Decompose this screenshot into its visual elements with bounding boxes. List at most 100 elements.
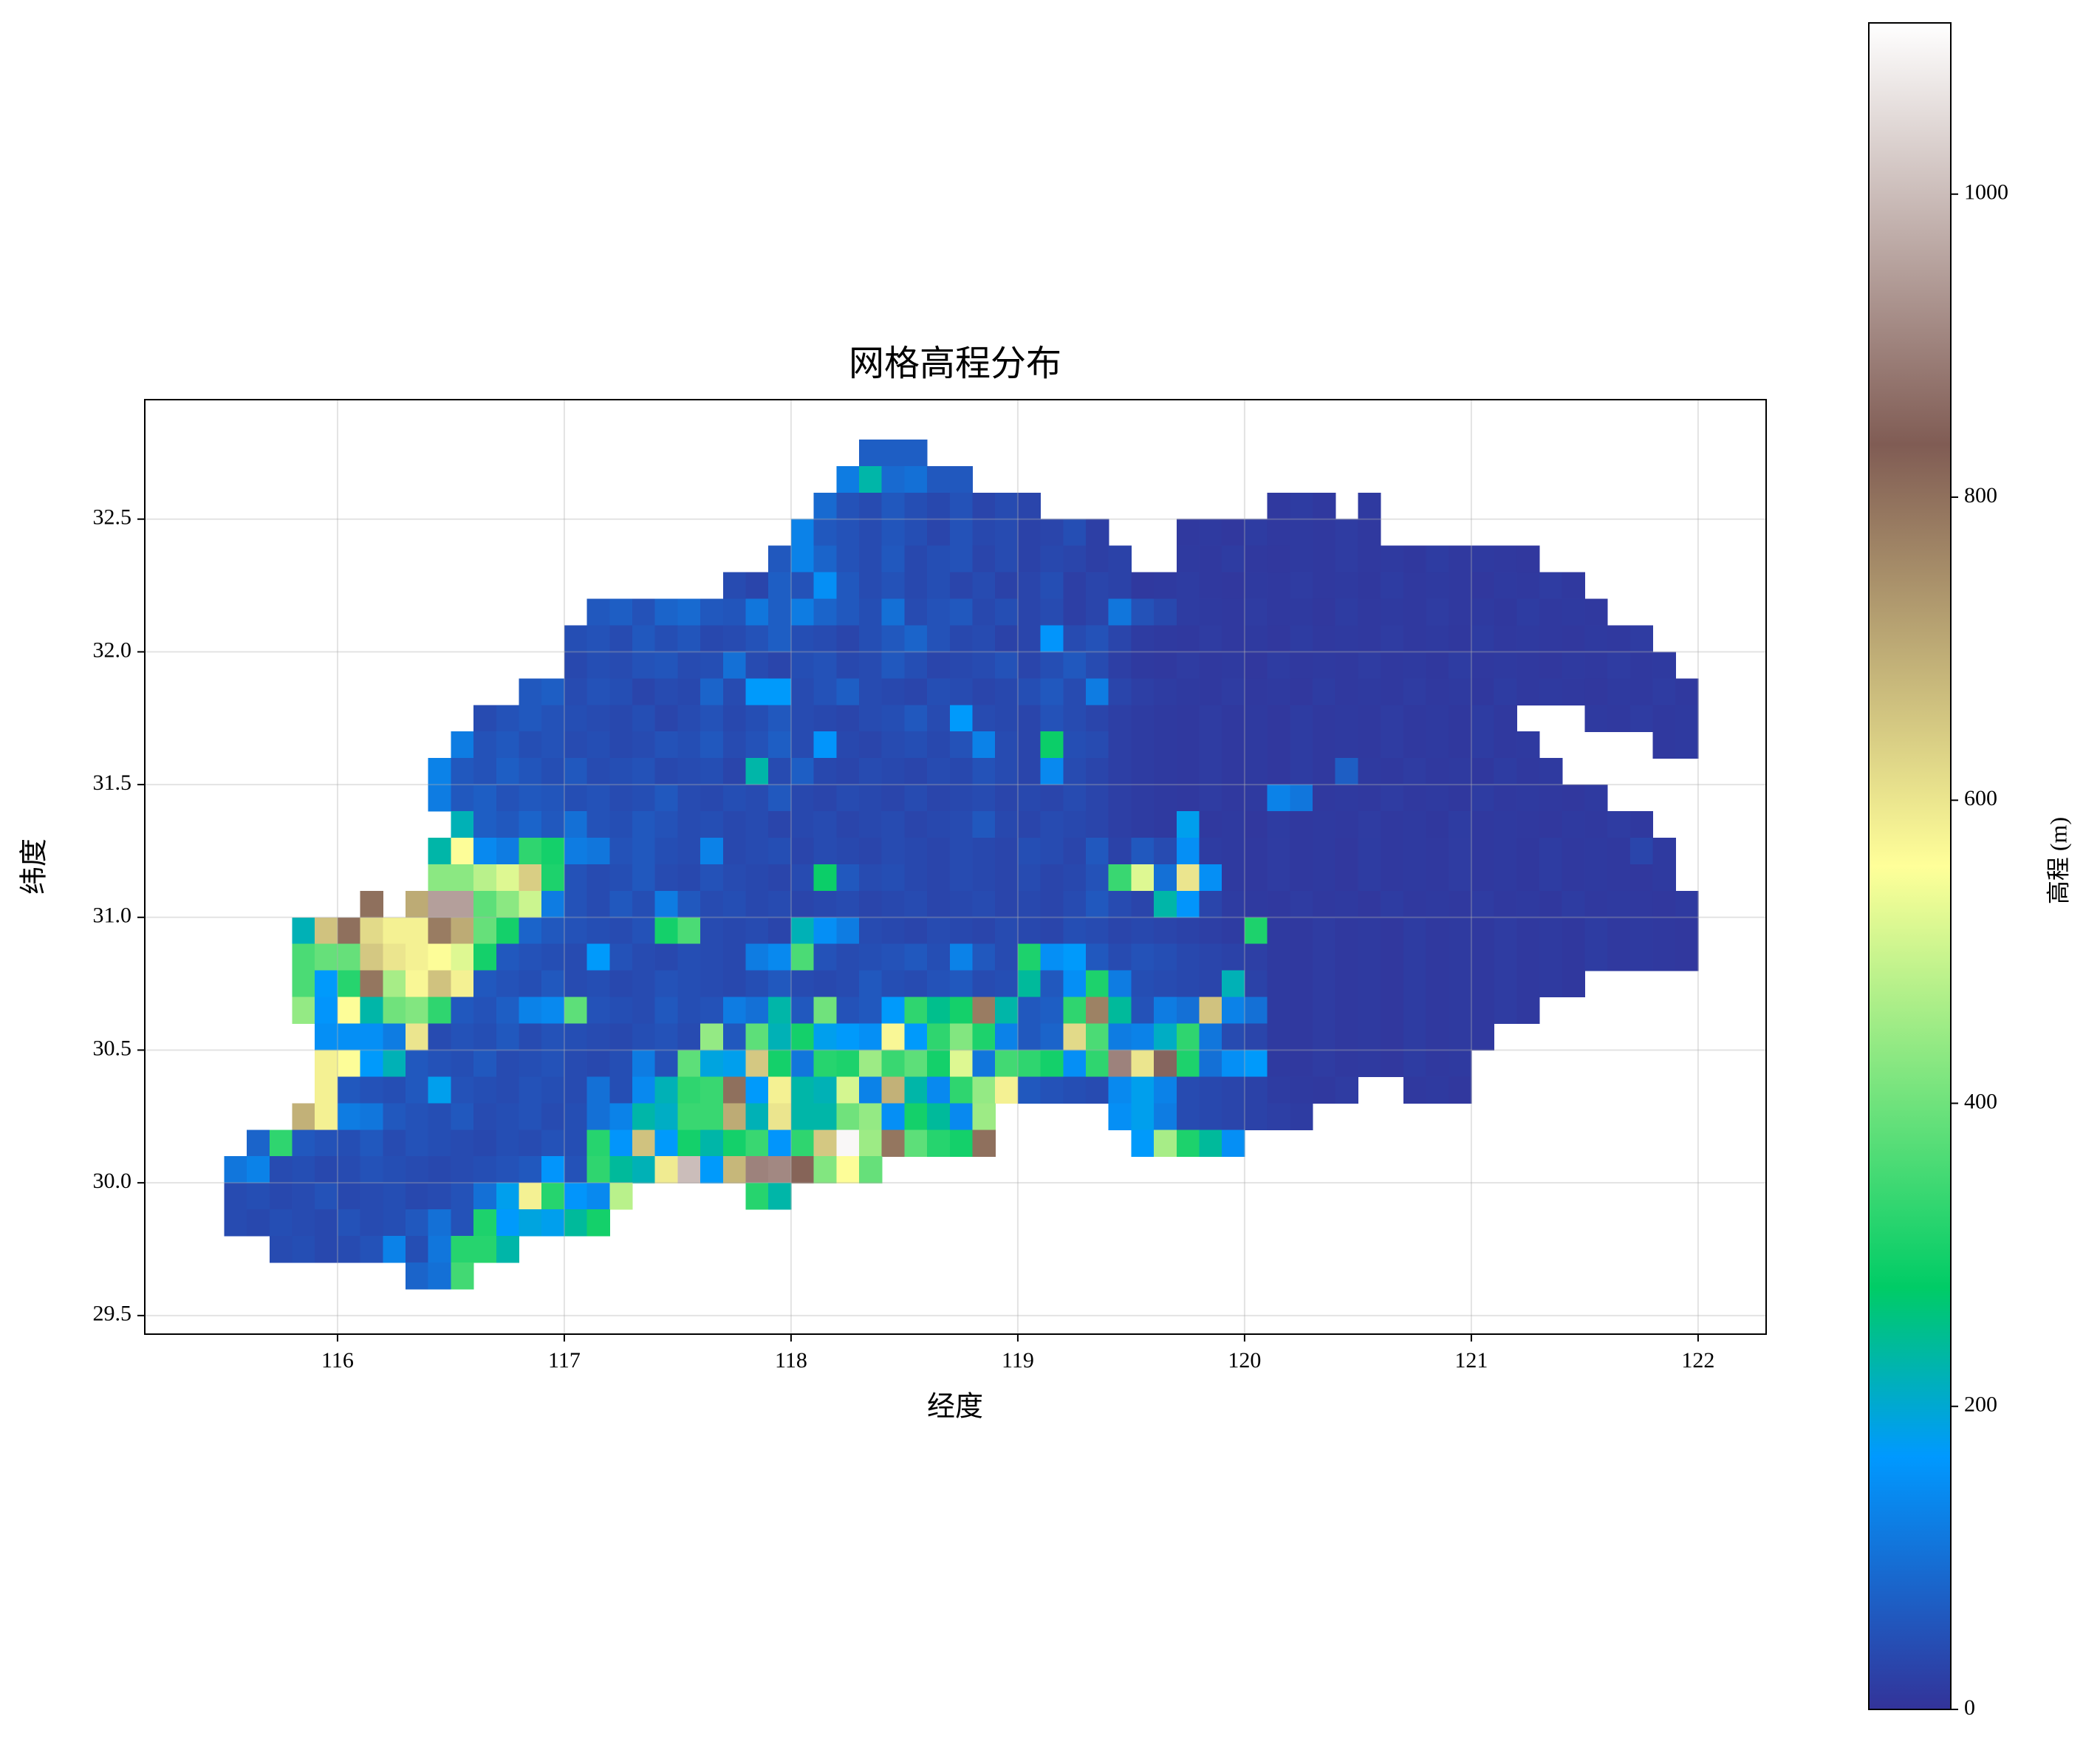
heatmap-cell: [677, 1050, 701, 1078]
heatmap-cell: [1471, 811, 1495, 838]
heatmap-cell: [1584, 864, 1608, 892]
heatmap-cell: [654, 917, 679, 945]
y-tick-label: 32.0: [93, 638, 132, 662]
heatmap-cell: [722, 572, 747, 600]
heatmap-cell: [972, 1130, 996, 1157]
heatmap-cell: [1199, 837, 1222, 865]
heatmap-cell: [949, 678, 974, 705]
heatmap-cell: [881, 943, 906, 971]
heatmap-cell: [904, 705, 928, 732]
heatmap-cell: [428, 970, 452, 998]
heatmap-cell: [972, 705, 996, 732]
heatmap-cell: [745, 572, 769, 600]
heatmap-cell: [1222, 705, 1245, 732]
heatmap-cell: [1358, 785, 1381, 812]
heatmap-cell: [790, 1103, 815, 1130]
y-tick-label: 32.5: [93, 505, 132, 530]
heatmap-cell: [383, 1103, 406, 1130]
heatmap-cell: [564, 1156, 588, 1183]
heatmap-cell: [813, 731, 837, 759]
heatmap-cell: [451, 1236, 474, 1263]
heatmap-cell: [292, 1209, 315, 1237]
heatmap-cell: [881, 758, 906, 785]
heatmap-cell: [813, 997, 837, 1025]
heatmap-cell: [1449, 837, 1472, 865]
heatmap-cell: [1086, 837, 1109, 865]
heatmap-cell: [995, 864, 1019, 892]
heatmap-cell: [949, 652, 974, 679]
heatmap-cell: [836, 598, 860, 626]
heatmap-cell: [428, 917, 452, 945]
heatmap-cell: [1040, 811, 1064, 838]
heatmap-cell: [609, 758, 633, 785]
heatmap-cell: [1040, 1076, 1064, 1104]
heatmap-cell: [949, 519, 974, 547]
heatmap-cell: [995, 758, 1019, 785]
heatmap-cell: [1040, 652, 1064, 679]
heatmap-cell: [564, 785, 588, 812]
heatmap-cell: [1335, 811, 1359, 838]
heatmap-cell: [1494, 970, 1517, 998]
heatmap-cell: [1358, 705, 1381, 732]
heatmap-cell: [360, 1156, 383, 1183]
heatmap-cell: [1539, 811, 1563, 838]
x-tick-label: 116: [321, 1348, 354, 1373]
heatmap-cell: [1199, 678, 1222, 705]
heatmap-cell: [790, 1076, 815, 1104]
heatmap-cell: [1584, 652, 1608, 679]
heatmap-cell: [700, 678, 724, 705]
heatmap-cell: [1040, 785, 1064, 812]
heatmap-cell: [859, 492, 883, 520]
heatmap-cell: [609, 917, 633, 945]
heatmap-cell: [813, 758, 837, 785]
heatmap-cell: [496, 1103, 520, 1130]
heatmap-cell: [1086, 1023, 1109, 1051]
heatmap-cell: [1154, 705, 1177, 732]
heatmap-cell: [428, 1236, 452, 1263]
heatmap-cell: [677, 652, 701, 679]
heatmap-cell: [632, 678, 656, 705]
heatmap-cell: [790, 917, 815, 945]
heatmap-cell: [1108, 997, 1132, 1025]
heatmap-cell: [972, 545, 996, 573]
heatmap-cell: [813, 545, 837, 573]
heatmap-cell: [1154, 970, 1177, 998]
heatmap-cell: [768, 652, 792, 679]
heatmap-cell: [677, 731, 701, 759]
heatmap-cell: [609, 1183, 633, 1210]
heatmap-cell: [1516, 811, 1540, 838]
heatmap-cell: [1290, 705, 1313, 732]
heatmap-cell: [1222, 1103, 1245, 1130]
heatmap-cell: [1017, 572, 1042, 600]
heatmap-cell: [1358, 519, 1381, 547]
heatmap-cell: [1494, 811, 1517, 838]
heatmap-cell: [1516, 785, 1540, 812]
heatmap-cell: [1584, 598, 1608, 626]
heatmap-cell: [1108, 1050, 1132, 1078]
heatmap-cell: [995, 625, 1019, 653]
heatmap-cell: [1629, 652, 1654, 679]
colorbar-tick-label: 600: [1964, 786, 1997, 810]
heatmap-cell: [654, 864, 679, 892]
heatmap-cell: [927, 572, 951, 600]
heatmap-cell: [790, 1130, 815, 1157]
heatmap-cell: [745, 917, 769, 945]
heatmap-cell: [949, 572, 974, 600]
heatmap-cell: [632, 731, 656, 759]
heatmap-cell: [859, 785, 883, 812]
heatmap-cell: [1040, 545, 1064, 573]
heatmap-cell: [1063, 1050, 1087, 1078]
heatmap-cell: [1086, 705, 1109, 732]
heatmap-cell: [1131, 785, 1155, 812]
heatmap-cell: [1539, 943, 1563, 971]
heatmap-cell: [1381, 837, 1404, 865]
heatmap-cell: [1539, 758, 1563, 785]
heatmap-cell: [1063, 758, 1087, 785]
heatmap-cell: [1471, 1023, 1495, 1051]
heatmap-cell: [1313, 864, 1336, 892]
heatmap-cell: [519, 811, 542, 838]
heatmap-cell: [1629, 705, 1654, 732]
heatmap-cell: [1381, 1023, 1404, 1051]
heatmap-cell: [1063, 625, 1087, 653]
heatmap-cell: [859, 1023, 883, 1051]
